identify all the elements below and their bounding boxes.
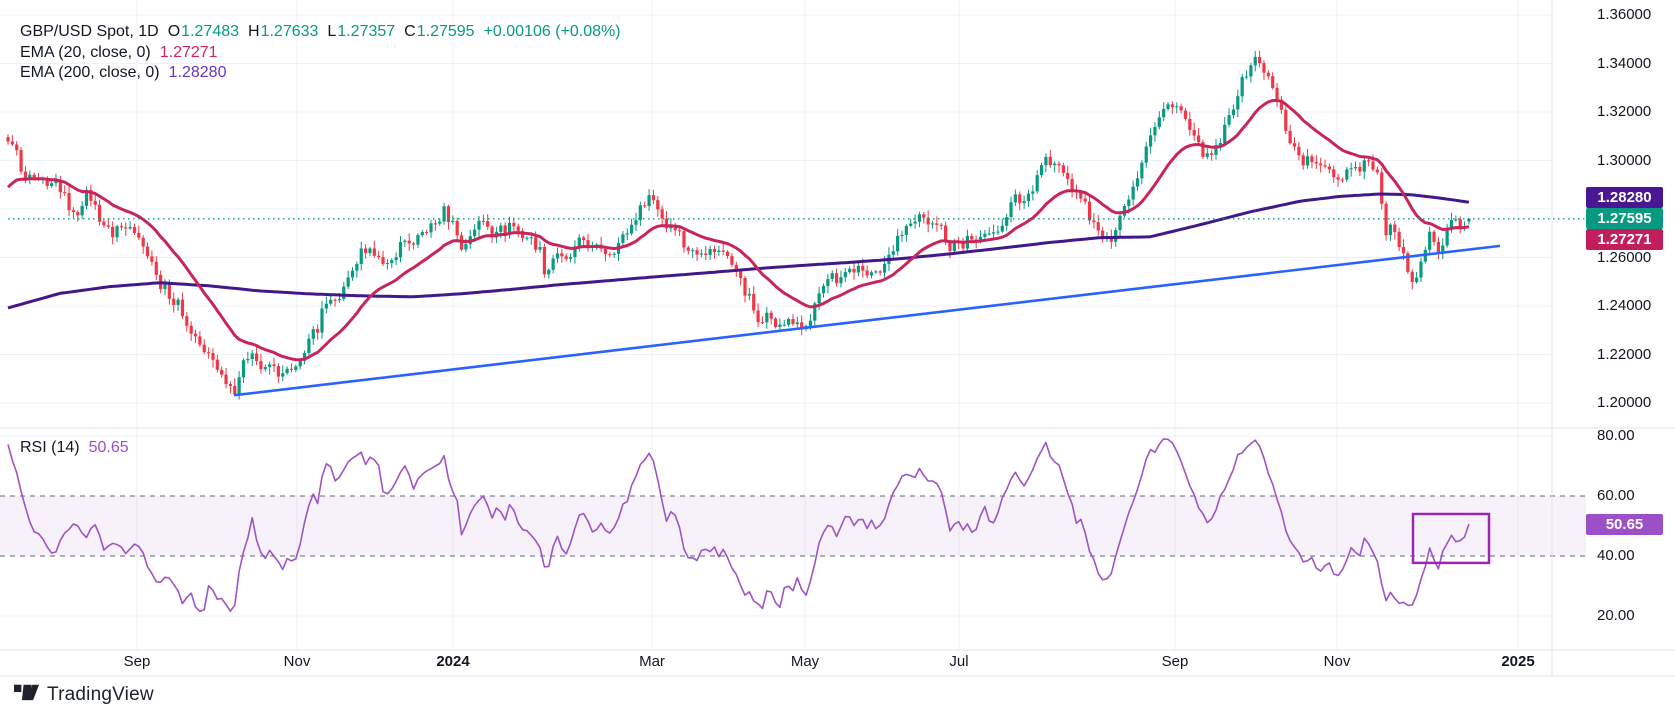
ohlc-high: H 1.27633 [248, 23, 318, 41]
gridlines [0, 0, 1551, 650]
last-price-badge: 1.27595 [1586, 208, 1663, 230]
rsi-band [0, 495, 1586, 557]
ohlc-open: O 1.27483 [168, 23, 239, 41]
price-axis-tick[interactable]: 1.24000 [1597, 297, 1652, 314]
low-value: 1.27357 [337, 23, 396, 40]
time-axis-label[interactable]: Nov [1323, 653, 1351, 670]
price-axis-tick[interactable]: 1.36000 [1597, 6, 1652, 23]
rsi-value-badge: 50.65 [1586, 513, 1663, 535]
time-axis-label[interactable]: Sep [123, 653, 151, 670]
high-letter: H [248, 23, 260, 40]
time-axis-label[interactable]: 2024 [436, 653, 470, 670]
ema200-value: 1.28280 [168, 64, 227, 81]
time-axis-label[interactable]: Nov [283, 653, 311, 670]
price-axis-tick[interactable]: 1.20000 [1597, 394, 1652, 411]
rsi-label: RSI (14) [20, 439, 80, 456]
time-axis-label[interactable]: May [790, 653, 820, 670]
ema20-line[interactable] [6, 99, 1470, 362]
ema200-price-badge: 1.28280 [1586, 187, 1663, 209]
price-axis-tick[interactable]: 1.32000 [1597, 103, 1652, 120]
time-axis-label[interactable]: Sep [1161, 653, 1189, 670]
ema200-line[interactable] [7, 192, 1470, 310]
tradingview-logo-icon [14, 684, 39, 701]
ema200-label: EMA (200, close, 0) [20, 64, 160, 81]
price-axis-tick[interactable]: 1.34000 [1597, 54, 1652, 72]
close-letter: C [404, 23, 416, 40]
rsi-axis-tick[interactable]: 40.00 [1597, 547, 1635, 564]
ohlc-close: C 1.27595 [404, 23, 474, 41]
indicator-legend-ema200[interactable]: EMA (200, close, 0) 1.28280 [20, 64, 226, 82]
time-axis-label[interactable]: Jul [949, 653, 969, 670]
rsi-line[interactable] [7, 438, 1470, 613]
ascending-trendline[interactable] [233, 244, 1501, 397]
rsi-value: 50.65 [88, 439, 129, 456]
rsi-axis-tick[interactable]: 80.00 [1597, 427, 1635, 444]
pane-separators[interactable] [0, 0, 1675, 677]
time-axis-label[interactable]: Mar [639, 653, 665, 670]
symbol-title[interactable]: GBP/USD Spot, 1D [20, 23, 159, 40]
ema20-price-badge: 1.27271 [1586, 229, 1663, 251]
ema20-label: EMA (20, close, 0) [20, 44, 151, 61]
price-axis-tick[interactable]: 1.26000 [1597, 248, 1652, 266]
ohlc-low: L 1.27357 [327, 23, 395, 41]
price-axis-tick[interactable]: 1.22000 [1597, 345, 1652, 363]
close-value: 1.27595 [416, 23, 475, 40]
ema20-value: 1.27271 [159, 44, 218, 61]
rsi-axis-tick[interactable]: 20.00 [1597, 607, 1635, 624]
symbol-legend[interactable]: GBP/USD Spot, 1D O 1.27483 H 1.27633 L 1… [20, 23, 621, 41]
change-readout: +0.00106 (+0.08%) [483, 23, 621, 40]
tradingview-logo-text: TradingView [47, 684, 154, 705]
open-value: 1.27483 [181, 23, 240, 40]
tradingview-logo[interactable]: TradingView [14, 684, 154, 706]
rsi-highlight-box[interactable] [1411, 512, 1491, 565]
high-value: 1.27633 [260, 23, 319, 40]
candlestick-series [6, 50, 1471, 400]
indicator-legend-ema20[interactable]: EMA (20, close, 0) 1.27271 [20, 44, 218, 62]
open-letter: O [167, 23, 181, 40]
price-axis-tick[interactable]: 1.30000 [1597, 151, 1652, 169]
low-letter: L [327, 23, 337, 40]
time-axis-label[interactable]: 2025 [1501, 653, 1535, 670]
indicator-legend-rsi[interactable]: RSI (14) 50.65 [20, 439, 129, 457]
rsi-axis-tick[interactable]: 60.00 [1597, 487, 1635, 504]
